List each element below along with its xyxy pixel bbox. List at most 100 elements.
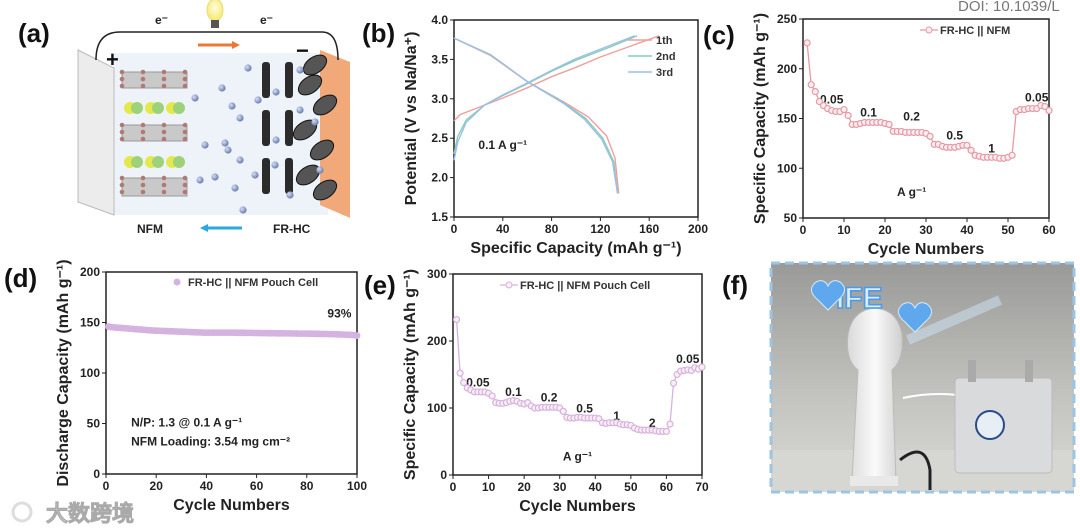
annotation-label: 2 [649,416,656,430]
oxygen-atom [182,122,188,128]
y-tick-label: 2.0 [431,171,448,185]
sodium-site-atom [131,102,143,114]
x-tick-label: 70 [695,480,709,494]
data-point [885,120,893,129]
y-tick-label: 250 [777,12,797,26]
y-tick-label: 200 [777,62,797,76]
charge-arrowhead [232,41,240,49]
sodium-site-atom [173,156,185,168]
annotation-label: A g⁻¹ [563,449,592,463]
watermark-logo-icon [11,501,33,523]
x-tick-label: 60 [1042,223,1056,237]
panel-label-c: (c) [703,20,735,50]
handheld-fan [847,307,903,481]
y-tick-label: 1.5 [431,210,448,224]
y-tick-label: 300 [427,267,447,281]
x-tick-label: 30 [919,223,933,237]
anode-current-collector [320,50,350,218]
oxygen-atom [161,83,167,89]
x-tick-label: 0 [103,479,110,493]
data-point [452,315,461,324]
y-axis-title: Potential (V vs Na/Na⁺) [403,32,420,206]
sodium-ion [196,176,204,184]
sodium-ion [228,102,236,110]
y-tick-label: 4.0 [431,13,448,27]
y-tick-label: 50 [784,211,798,225]
data-point [698,363,706,371]
oxygen-atom [119,182,125,188]
graphitic-sheet [285,158,293,194]
chart-d-cycling-stability: 0 20 40 60 80 100 0 50 100 150 200 Cycle Numbers Dis… [55,259,367,514]
annotation-label: 0.1 [860,106,877,120]
x-tick-label: 30 [553,480,567,494]
oxygen-atom [161,189,167,195]
y-tick-label: 50 [87,417,101,431]
y-tick-label: 100 [427,401,447,415]
pouch-cell-tab-left [968,360,976,382]
x-tick-label: 20 [878,223,892,237]
sodium-site-atom [131,156,143,168]
anode-label: FR-HC [273,222,311,236]
annotation-label: 0.2 [903,109,920,123]
oxygen-atom [140,136,146,142]
led-heart-left-icon [811,280,845,311]
usb-cable [899,450,932,490]
sodium-ion [286,191,294,199]
nfm-transition-metal-layer [121,124,188,142]
oxygen-atom [119,136,125,142]
light-bulb-icon [206,0,224,22]
data-point [807,81,815,89]
oxygen-atom [182,189,188,195]
oxygen-atom [140,122,146,128]
electron-label-right: e⁻ [260,13,273,27]
doi-text: DOI: 10.1039/L [958,0,1060,15]
x-axis-title: Cycle Numbers [868,241,985,258]
oxygen-atom [140,182,146,188]
y-tick-label: 150 [777,112,797,126]
x-tick-label: 80 [300,479,314,493]
annotation-label: 1 [988,141,995,155]
sodium-ion [254,96,262,104]
hard-carbon-domain [312,94,338,116]
panel-label-e: (e) [364,270,396,300]
oxygen-atom [119,129,125,135]
y-axis-title: Discharge Capacity (mAh g⁻¹) [55,259,72,486]
y-tick-label: 0 [440,468,447,482]
data-point [666,420,674,428]
y-tick-label: 3.5 [431,52,448,66]
oxygen-atom [119,83,125,89]
discharge-arrowhead [200,224,208,232]
oxygen-atom [182,175,188,181]
data-point [559,407,567,415]
nfm-transition-metal-layer [121,71,188,89]
positive-terminal-sign: + [106,47,119,72]
external-circuit-wire [95,31,339,61]
sodium-ion [311,118,319,126]
data-point [460,378,468,387]
annotation-label: 0.05 [676,352,700,366]
x-tick-label: 200 [688,222,708,236]
graphitic-sheet [285,110,293,146]
graphitic-sheet [262,110,270,146]
watermark: 大数跨境 [11,501,134,526]
sodium-ion [236,114,244,122]
oxygen-atom [119,76,125,82]
oxygen-atom [161,69,167,75]
panel-label-d: (d) [4,263,37,293]
annotation-label: NFM Loading: 3.54 mg cm⁻² [131,435,290,449]
cathode-current-collector [77,49,115,216]
x-tick-label: 160 [639,222,659,236]
data-point [488,392,496,400]
oxygen-atom [182,182,188,188]
sodium-ion [296,106,304,114]
nfm-layered-structure [119,69,188,197]
x-tick-label: 100 [347,479,367,493]
sodium-ion [201,141,209,149]
oxygen-atom [119,122,125,128]
bulb-base [211,20,219,28]
x-tick-label: 20 [150,479,164,493]
oxygen-atom [182,69,188,75]
oxygen-atom [140,129,146,135]
y-tick-label: 100 [80,366,100,380]
chart-e-pouch-rate-performance: 0 10 20 30 40 50 60 70 0 100 200 300 Cycle Numbers Sp… [402,267,709,515]
